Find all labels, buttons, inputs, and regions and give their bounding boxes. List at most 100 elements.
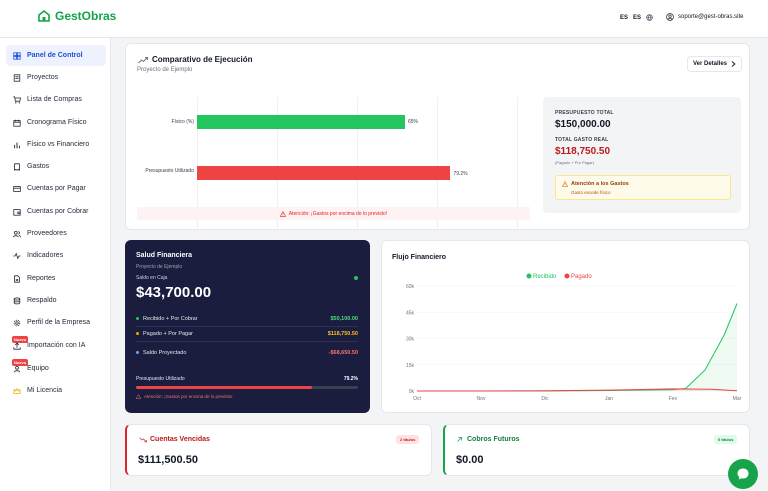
sidebar-item-cronograma-fisico[interactable]: Cronograma Físico (6, 112, 106, 133)
saldo-proyectado-label: Saldo Proyectado (143, 350, 187, 356)
saldo-proyectado-value: -$68,650.50 (328, 350, 358, 356)
recibido-value: $50,100.00 (330, 316, 358, 322)
y-tick-label: 0k (409, 389, 415, 395)
flujo-title: Flujo Financiero (392, 254, 447, 261)
bar-label-fisico: Físico (%) (171, 119, 195, 125)
warning-icon (136, 394, 141, 399)
sidebar-item-gastos[interactable]: Gastos (6, 156, 106, 177)
language-current: ES (620, 14, 629, 21)
sidebar-item-cuentas-por-cobrar[interactable]: Cuentas por Cobrar (6, 201, 106, 222)
calendar-icon (13, 119, 21, 127)
sidebar-item-label: Panel de Control (27, 52, 83, 59)
x-tick-label: Fev (669, 396, 678, 402)
saldo-proyectado-row: Saldo Proyectado -$68,650.50 (136, 350, 358, 356)
gear-icon (13, 319, 21, 326)
wallet-icon (13, 208, 21, 216)
sidebar: Panel de Control Proyectos Lista de Comp… (0, 38, 111, 491)
sidebar-item-cuentas-por-pagar[interactable]: Cuentas por Pagar (6, 178, 106, 199)
salud-title: Salud Financiera (136, 252, 193, 259)
sidebar-item-label: Proyectos (27, 74, 59, 81)
budget-summary-panel: PRESUPUESTO TOTAL $150,000.00 TOTAL GAST… (543, 97, 741, 213)
recibido-row: Recibido + Por Cobrar $50,100.00 (136, 316, 358, 322)
salud-subtitle: Proyecto de Ejemplo (136, 264, 183, 270)
y-tick-label: 15k (406, 363, 415, 369)
sidebar-item-importacion-con-ia[interactable]: Importación con IA (6, 335, 106, 356)
user-icon (666, 13, 674, 21)
sidebar-item-fisico-vs-financiero[interactable]: Físico vs Financiero (6, 134, 106, 155)
cobros-futuros-value: $0.00 (456, 454, 484, 466)
saldo-caja-value: $43,700.00 (136, 284, 212, 301)
globe-icon[interactable] (646, 14, 653, 21)
saldo-caja-label: Saldo en Caja (136, 275, 168, 281)
comparativo-alert: Atención: ¡Gastos por encima de lo previ… (137, 207, 530, 220)
pagado-row: Pagado + Por Pagar $118,750.50 (136, 331, 358, 337)
language-option[interactable]: ES (633, 14, 642, 21)
divider (136, 341, 358, 342)
gasto-real-value: $118,750.50 (555, 146, 611, 157)
sidebar-item-panel-de-control[interactable]: Panel de Control (6, 45, 106, 66)
new-badge: Nuevo (12, 359, 29, 366)
x-tick-label: Nov (477, 396, 486, 402)
sidebar-item-mi-licencia[interactable]: Mi Licencia (6, 380, 106, 401)
presupuesto-utilizado-row: Presupuesto Utilizado 79.2% (136, 376, 358, 382)
gasto-real-label: TOTAL GASTO REAL (555, 137, 609, 143)
crown-icon (13, 387, 21, 394)
legend-label-recibido: Recibido (533, 274, 557, 280)
sidebar-item-respaldo[interactable]: Respaldo (6, 290, 106, 311)
gridline (437, 97, 438, 233)
card-icon (13, 185, 21, 192)
sidebar-item-reportes[interactable]: Reportes (6, 268, 106, 289)
user-menu[interactable]: soporte@gest-obras.site (666, 13, 743, 21)
sidebar-item-label: Gastos (27, 163, 50, 170)
salud-alert: Atención: ¡Gastos por encima de lo previ… (136, 394, 233, 399)
cuentas-vencidas-card[interactable]: Cuentas Vencidas 2 títulos $111,500.50 (125, 424, 432, 476)
sidebar-item-perfil-de-la-empresa[interactable]: Perfil de la Empresa (6, 312, 106, 333)
bar-pct-fisico: 65% (408, 119, 419, 125)
ver-detalles-button[interactable]: Ver Detalles (687, 56, 742, 72)
salud-alert-text: Atención: ¡Gastos por encima de lo previ… (144, 394, 233, 399)
brand-logo[interactable]: GestObras (37, 9, 116, 23)
sidebar-item-label: Físico vs Financiero (27, 141, 90, 148)
gridline (357, 97, 358, 233)
sidebar-item-indicadores[interactable]: Indicadores (6, 245, 106, 266)
comparativo-subtitle: Proyecto de Ejemplo (137, 67, 193, 73)
sidebar-item-proyectos[interactable]: Proyectos (6, 67, 106, 88)
bar-chart-icon (14, 142, 20, 148)
presupuesto-progress-bar (136, 386, 358, 389)
vencidas-count-badge: 2 títulos (396, 435, 420, 444)
sidebar-item-label: Reportes (27, 275, 56, 282)
chat-button[interactable] (728, 459, 758, 489)
brand-name: GestObras (55, 9, 117, 23)
file-icon (14, 274, 20, 283)
sidebar-item-label: Perfil de la Empresa (27, 319, 91, 326)
presupuesto-total-value: $150,000.00 (555, 119, 611, 130)
presupuesto-total-label: PRESUPUESTO TOTAL (555, 110, 614, 116)
gridline (197, 97, 198, 233)
cobros-futuros-card[interactable]: Cobros Futuros 0 títulos $0.00 (443, 424, 750, 476)
gridline (277, 97, 278, 233)
database-icon (13, 297, 21, 304)
comparativo-alert-text: Atención: ¡Gastos por encima de lo previ… (288, 210, 388, 217)
pagado-label: Pagado + Por Pagar (143, 331, 193, 337)
flujo-chart: 0k 15k 30k 45k 60k Oct Nov Dic Jan Fev Mar Recibido… (406, 273, 742, 402)
sidebar-item-equipo[interactable]: Equipo (6, 358, 106, 379)
presupuesto-progress-fill (136, 386, 312, 389)
x-tick-label: Jan (605, 396, 613, 402)
sidebar-item-lista-de-compras[interactable]: Lista de Compras (6, 89, 106, 110)
bar-pct-presupuesto: 79.2% (453, 171, 468, 177)
recibido-dot (136, 317, 139, 321)
new-badge: Nuevo (12, 336, 29, 343)
bar-presupuesto (197, 166, 451, 180)
receipt-icon (14, 162, 20, 171)
language-selector[interactable]: ES ES (620, 14, 653, 21)
sidebar-item-proveedores[interactable]: Proveedores (6, 223, 106, 244)
sidebar-item-label: Indicadores (27, 252, 64, 259)
sidebar-item-label: Cronograma Físico (27, 119, 87, 126)
x-tick-label: Dic (541, 396, 549, 402)
legend-label-pagado: Pagado (571, 274, 592, 280)
salud-financiera-card: Salud Financiera Proyecto de Ejemplo Sal… (125, 240, 370, 413)
warning-icon (562, 181, 568, 187)
comparativo-bar-chart: Físico (%) 65% Presupuesto Utilizado 79.… (126, 44, 536, 233)
comparativo-header: Comparativo de Ejecución (138, 55, 252, 64)
flujo-financiero-card: Flujo Financiero 0k 15k 30k 45k 60k Oct Nov Dic… (381, 240, 750, 413)
